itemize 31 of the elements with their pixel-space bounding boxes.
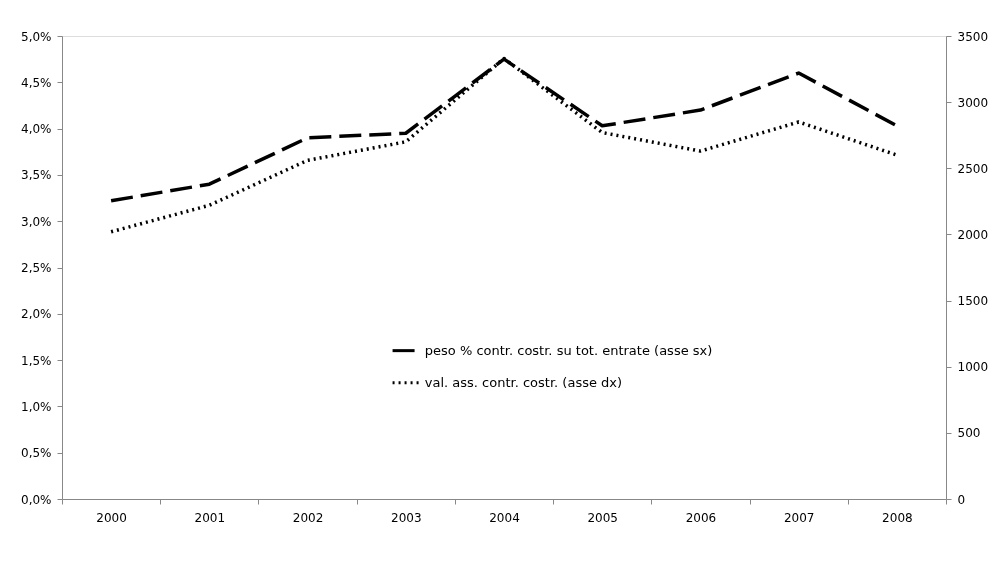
x-tick-label: 2008 (882, 510, 913, 525)
x-tick-label: 2003 (391, 510, 422, 525)
line-series (109, 56, 899, 234)
y-tick-label: 3,0% (21, 214, 52, 229)
y2-tick-label: 2500 (957, 161, 989, 176)
y-tick-label: 2,0% (21, 307, 52, 322)
x-tick-label: 2007 (783, 510, 815, 525)
y2-tick-label: 500 (957, 426, 981, 441)
y2-tick-label: 2000 (957, 227, 989, 242)
y2-tick-label: 0 (957, 492, 966, 507)
x-tick-label: 2006 (685, 510, 717, 525)
y2-tick-label: 3000 (957, 95, 989, 110)
legend-label: val. ass. contr. costr. (asse dx) (424, 374, 623, 390)
y-tick-label: 5,0% (21, 29, 52, 44)
y-tick-label: 4,5% (21, 75, 52, 90)
x-tick-label: 2004 (489, 510, 520, 525)
y-tick-label: 1,5% (21, 353, 52, 368)
y-tick-label: 2,5% (21, 261, 52, 275)
x-tick-label: 2002 (292, 510, 324, 525)
x-tick-label: 2005 (587, 510, 618, 525)
y2-tick-label: 1500 (957, 294, 989, 309)
y-tick-label: 3,5% (21, 168, 52, 183)
y-tick-label: 4,0% (21, 122, 52, 137)
y-tick-label: 1,0% (21, 399, 52, 414)
y2-tick-label: 3500 (957, 29, 989, 44)
x-tick-label: 2001 (194, 510, 226, 525)
y-tick-label: 0,0% (21, 492, 52, 507)
y-tick-label: 0,5% (21, 446, 52, 461)
y2-tick-label: 1000 (957, 360, 989, 375)
legend-label: peso % contr. costr. su tot. entrate (asse sx) (424, 342, 713, 358)
x-tick-label: 2000 (96, 510, 127, 525)
